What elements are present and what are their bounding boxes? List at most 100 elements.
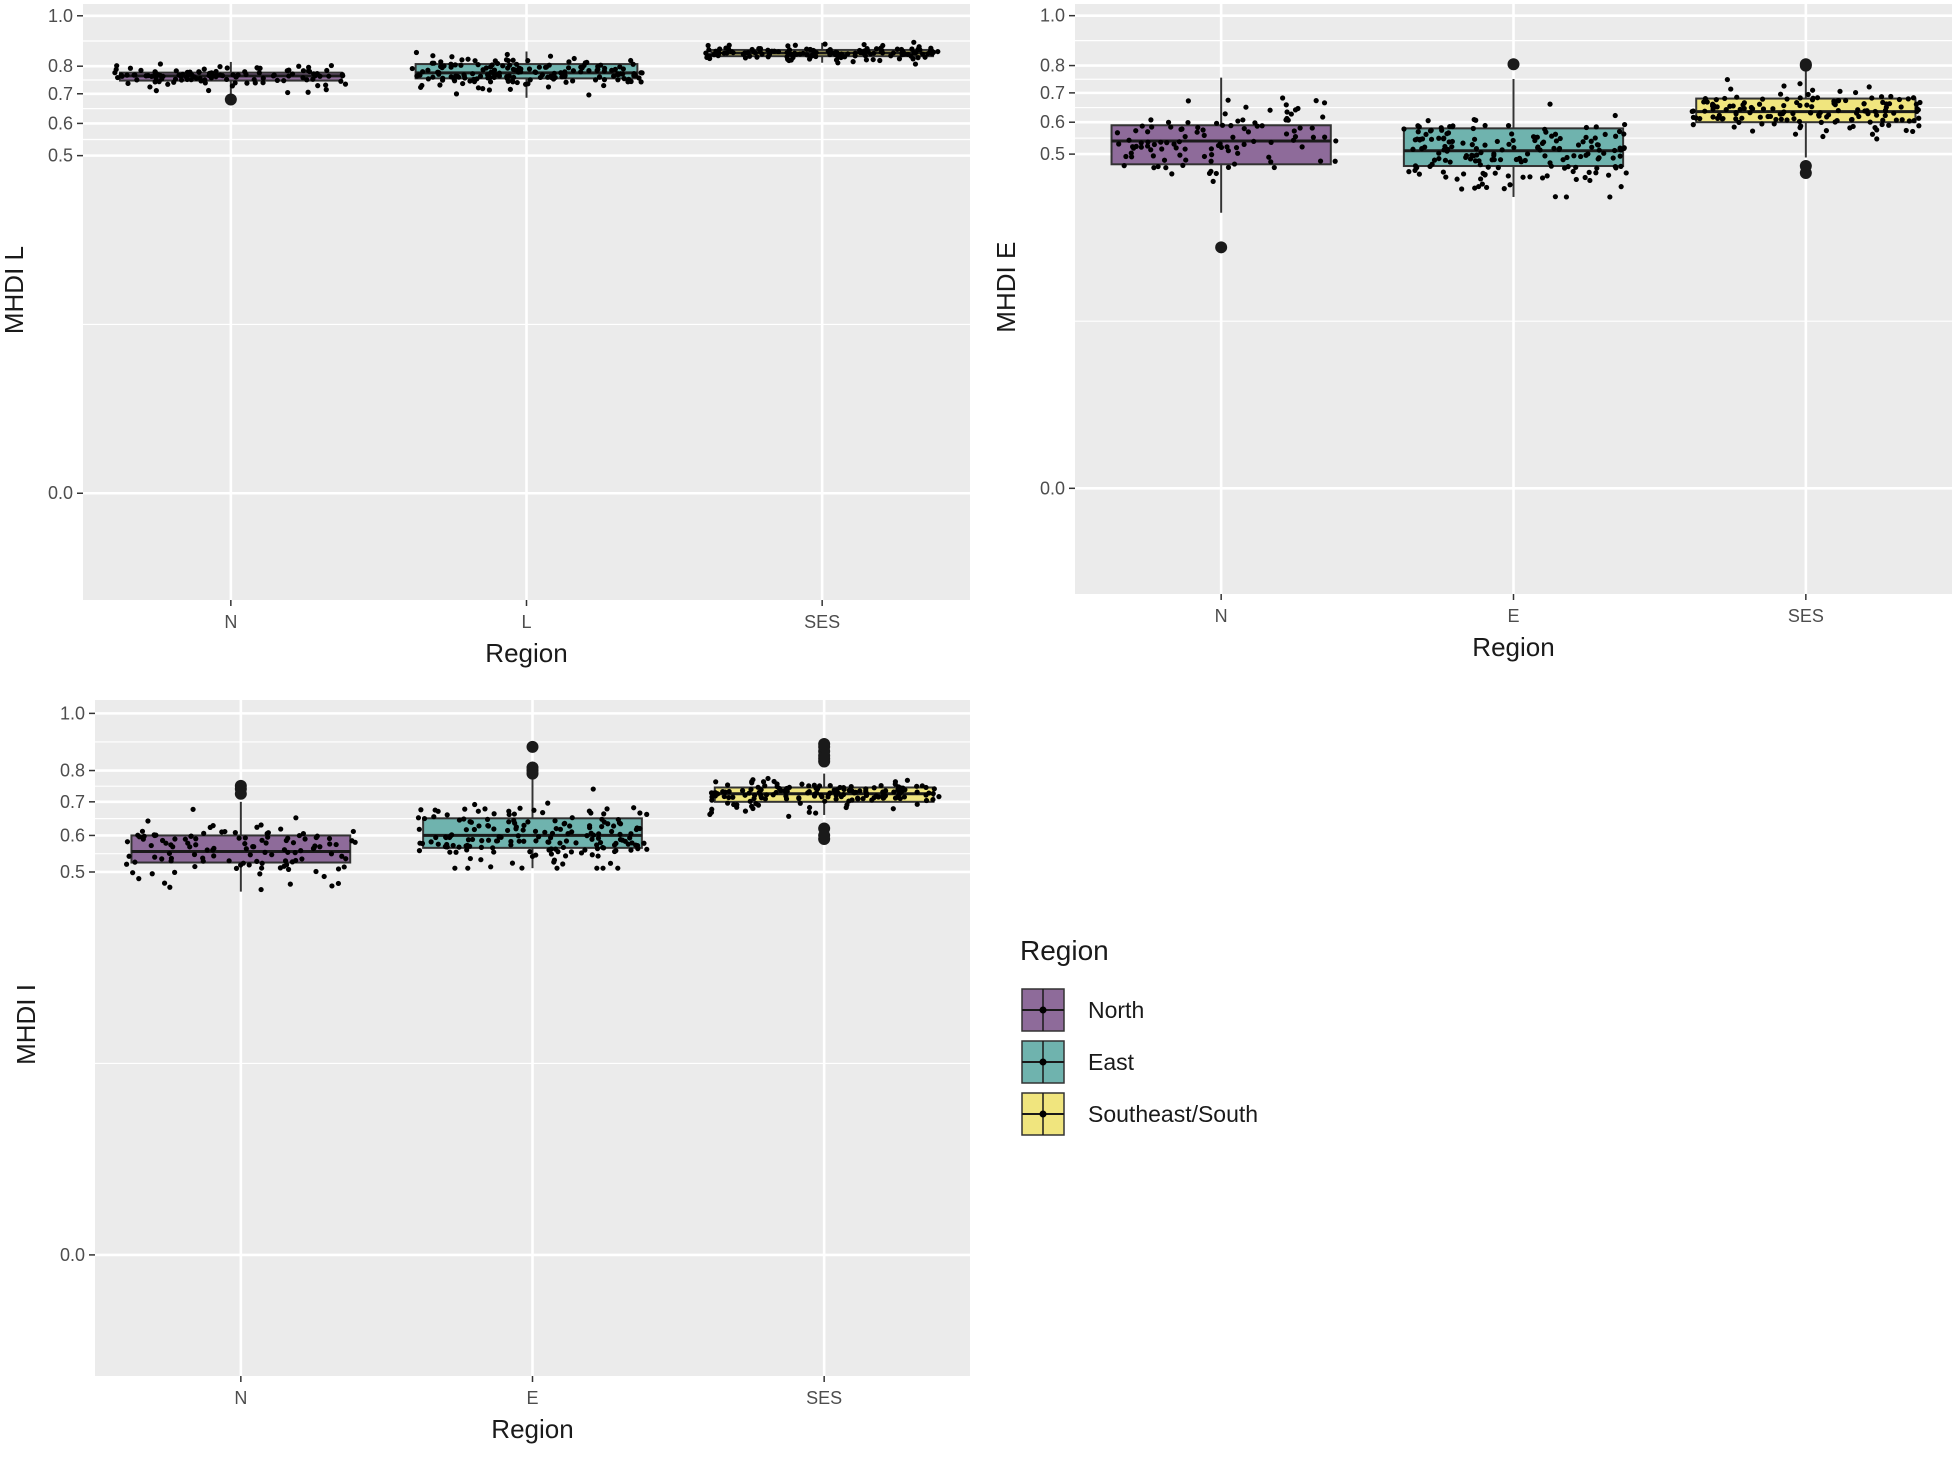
data-point: [601, 811, 607, 817]
data-point: [754, 54, 760, 60]
data-point: [634, 842, 641, 849]
data-point: [757, 49, 763, 55]
data-point: [1571, 153, 1577, 159]
data-point: [255, 65, 261, 71]
data-point: [891, 789, 897, 795]
data-point: [508, 842, 514, 848]
data-point: [1230, 134, 1236, 140]
data-point: [1690, 108, 1696, 114]
data-point: [467, 78, 473, 84]
data-point: [1161, 157, 1168, 163]
data-point: [551, 857, 558, 863]
data-point: [193, 842, 199, 848]
data-point: [416, 72, 422, 78]
data-point: [915, 55, 921, 61]
data-point: [1268, 159, 1274, 165]
data-point: [570, 68, 577, 74]
data-point: [448, 833, 454, 839]
data-point: [409, 65, 415, 72]
data-point: [328, 62, 335, 69]
data-point: [419, 840, 426, 847]
data-point: [1208, 168, 1214, 174]
data-point: [562, 69, 568, 75]
data-point: [1850, 123, 1856, 130]
data-point: [1208, 158, 1214, 164]
data-point: [542, 829, 548, 835]
data-point: [1185, 98, 1191, 104]
data-point: [852, 53, 858, 59]
data-point: [832, 789, 838, 796]
data-point: [639, 70, 645, 76]
data-point: [840, 784, 847, 791]
data-point: [1534, 134, 1540, 140]
data-point: [545, 800, 551, 806]
data-point: [878, 782, 884, 789]
data-point: [594, 846, 601, 852]
data-point: [1713, 97, 1719, 103]
data-point: [1805, 91, 1811, 98]
data-point: [595, 835, 602, 841]
data-point: [533, 838, 539, 844]
data-point: [638, 79, 644, 85]
data-point: [1178, 126, 1184, 132]
box-ses: [707, 738, 942, 845]
data-point: [589, 852, 595, 858]
data-point: [233, 74, 239, 80]
data-point: [290, 840, 297, 846]
data-point: [548, 835, 554, 841]
data-point: [871, 785, 877, 791]
data-point: [596, 831, 602, 837]
data-point: [138, 67, 144, 73]
data-point: [766, 51, 773, 58]
data-point: [1777, 91, 1784, 97]
data-point: [326, 73, 332, 79]
data-point: [611, 842, 618, 848]
data-point: [1824, 114, 1830, 120]
data-point: [233, 865, 240, 871]
data-point: [236, 835, 242, 841]
data-point: [206, 87, 212, 94]
data-point: [333, 841, 339, 848]
box-e: [415, 740, 650, 871]
data-point: [552, 818, 558, 824]
data-point: [531, 807, 537, 813]
x-tick-label: SES: [806, 1388, 842, 1408]
data-point: [271, 72, 277, 78]
data-point: [1601, 150, 1607, 156]
data-point: [251, 76, 257, 83]
data-point: [300, 75, 306, 81]
data-point: [1623, 170, 1629, 176]
legend-key-southeast-south: Southeast/South: [1021, 1092, 1258, 1136]
data-point: [246, 862, 252, 868]
data-point: [717, 46, 723, 52]
data-point: [1790, 110, 1796, 117]
data-point: [796, 795, 802, 802]
data-point: [281, 78, 287, 84]
data-point: [857, 788, 863, 794]
data-point: [482, 806, 488, 812]
data-point: [749, 46, 755, 53]
data-point: [1557, 135, 1563, 142]
data-point: [827, 790, 833, 796]
data-point: [1874, 136, 1880, 142]
data-point: [184, 69, 191, 75]
data-point: [329, 883, 335, 889]
data-point: [1810, 87, 1816, 93]
data-point: [1796, 118, 1803, 125]
data-point: [601, 82, 607, 89]
data-point: [468, 819, 475, 825]
data-point: [1182, 134, 1188, 140]
outlier-point: [1507, 58, 1520, 71]
data-point: [114, 74, 121, 81]
data-point: [605, 821, 611, 827]
data-point: [706, 47, 712, 53]
y-tick-label: 1.0: [1040, 6, 1065, 26]
data-point: [562, 853, 569, 859]
data-point: [720, 788, 726, 795]
data-point: [882, 793, 889, 799]
data-point: [323, 87, 329, 93]
data-point: [1419, 136, 1426, 142]
data-point: [532, 828, 539, 834]
data-point: [124, 839, 131, 845]
data-point: [1770, 106, 1776, 112]
